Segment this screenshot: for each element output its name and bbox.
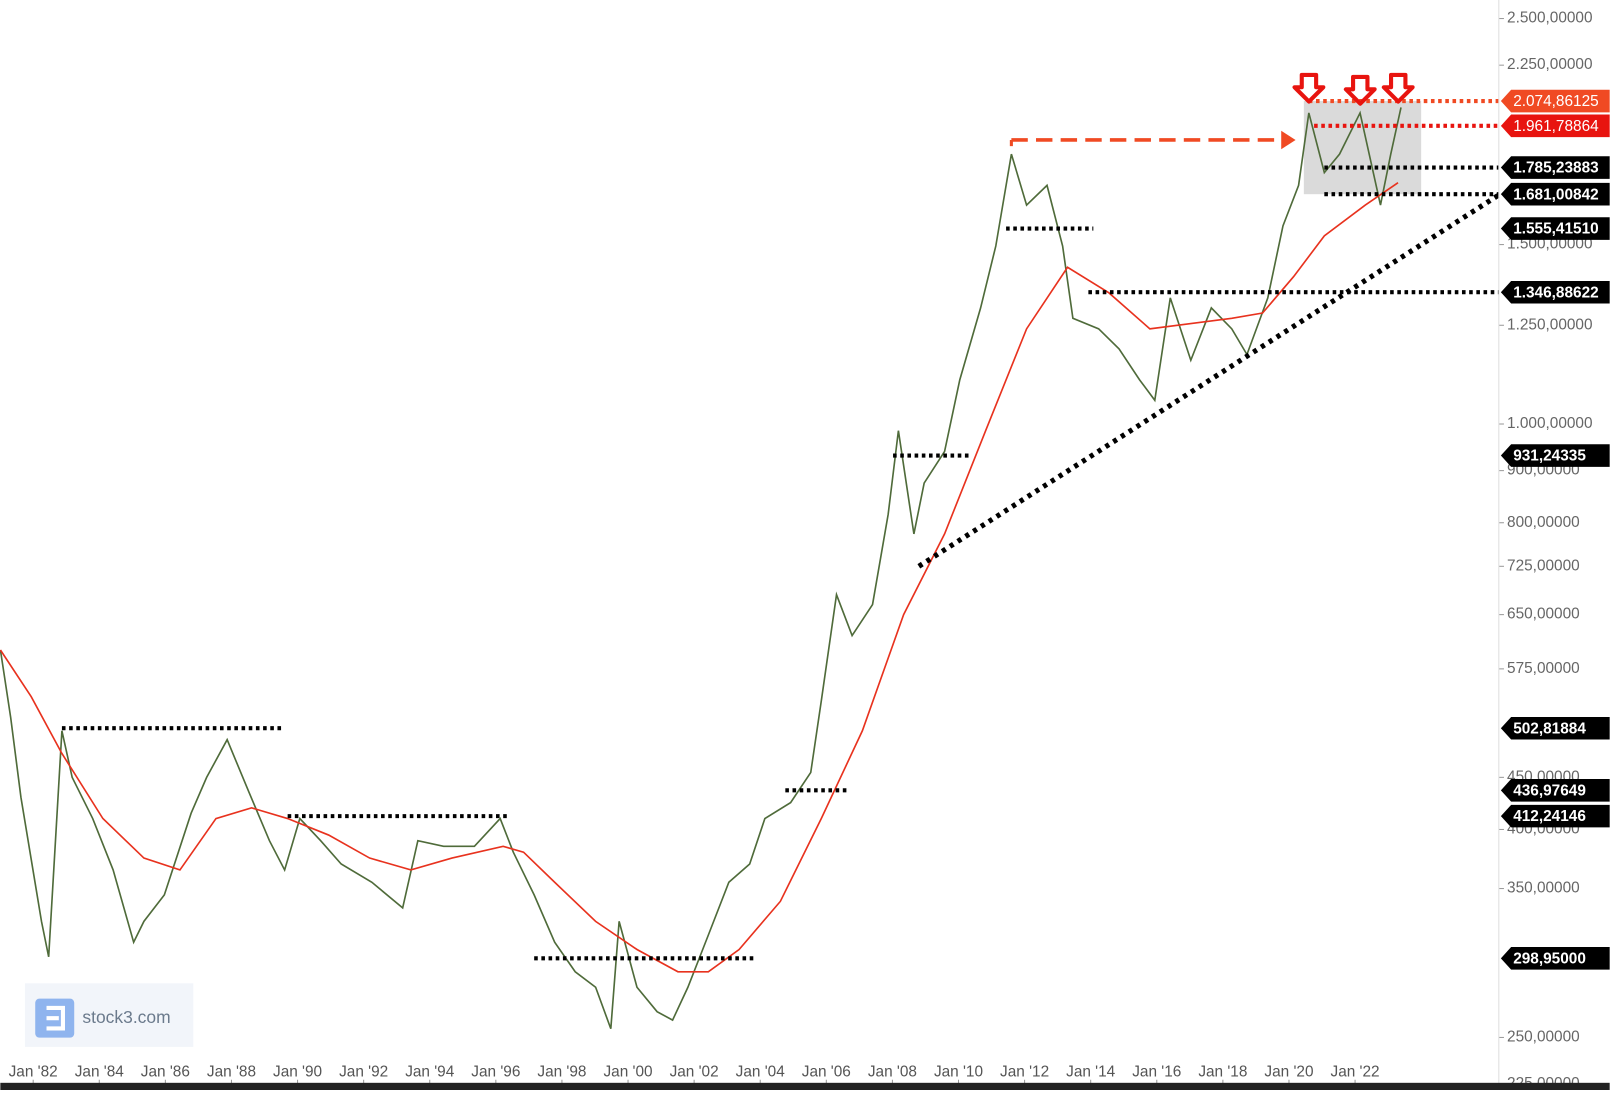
zone-layer [1303, 101, 1422, 195]
level-label: 436,97649 [1513, 782, 1586, 799]
x-tick-label: Jan '88 [207, 1064, 256, 1081]
x-tick-label: Jan '18 [1198, 1064, 1247, 1081]
y-tick-label: 350,00000 [1507, 880, 1580, 897]
y-tick-label: 1.000,00000 [1507, 415, 1593, 432]
level-label: 1.555,41510 [1513, 221, 1599, 238]
x-tick-label: Jan '94 [405, 1064, 455, 1081]
x-tick-label: Jan '96 [471, 1064, 520, 1081]
x-tick-label: Jan '82 [9, 1064, 58, 1081]
x-tick-label: Jan '08 [868, 1064, 917, 1081]
level-label: 1.785,23883 [1513, 160, 1599, 177]
y-tick-label: 650,00000 [1507, 606, 1580, 623]
level-tag [1500, 89, 1610, 113]
level-tag [1500, 217, 1610, 240]
level-tag [1500, 779, 1610, 802]
watermark-text: stock3.com [82, 1007, 170, 1027]
x-tick-label: Jan '84 [75, 1064, 125, 1081]
level-tag [1500, 947, 1610, 970]
series-layer [0, 107, 1501, 1030]
y-tick-label: 800,00000 [1507, 514, 1580, 531]
peak-marker [1381, 72, 1415, 104]
level-tag [1500, 804, 1610, 828]
level-label: 412,24146 [1513, 808, 1586, 825]
trendline [917, 192, 1501, 569]
level-label: 1.961,78864 [1513, 118, 1599, 135]
x-tick-label: Jan '00 [603, 1064, 652, 1081]
x-tick-label: Jan '10 [934, 1064, 983, 1081]
level-tag [1500, 182, 1610, 206]
x-tick-label: Jan '92 [339, 1064, 388, 1081]
x-tick-label: Jan '02 [670, 1064, 719, 1081]
peak-markers [1292, 72, 1415, 106]
y-tick-label: 725,00000 [1507, 557, 1580, 574]
x-tick-label: Jan '20 [1264, 1064, 1313, 1081]
y-tick-label: 2.500,00000 [1507, 10, 1593, 27]
level-label: 502,81884 [1513, 720, 1586, 737]
x-tick-label: Jan '14 [1066, 1064, 1116, 1081]
peak-marker [1292, 72, 1326, 104]
level-tag [1500, 114, 1610, 138]
x-tick-label: Jan '86 [141, 1064, 190, 1081]
level-tag [1500, 280, 1610, 304]
x-tick-label: Jan '12 [1000, 1064, 1049, 1081]
level-tag [1500, 716, 1610, 740]
x-tick-label: Jan '16 [1132, 1064, 1181, 1081]
price-line [0, 182, 1399, 973]
x-tick-label: Jan '90 [273, 1064, 322, 1081]
y-tick-label: 250,00000 [1507, 1029, 1580, 1046]
levels-layer: 2.074,86125 1.961,78864 1.785,23883 1.681,0… [61, 89, 1610, 970]
level-tag [1500, 444, 1610, 467]
y-tick-label: 575,00000 [1507, 660, 1580, 677]
bottom-bar [0, 1082, 1610, 1090]
x-tick-label: Jan '98 [537, 1064, 586, 1081]
level-label: 2.074,86125 [1513, 93, 1599, 110]
x-tick-label: Jan '04 [736, 1064, 786, 1081]
peak-marker [1343, 74, 1377, 106]
consolidation-zone [1303, 101, 1422, 195]
level-label: 1.681,00842 [1513, 186, 1599, 203]
watermark-box: stock3.com [24, 983, 194, 1047]
y-tick-label: 1.500,00000 [1507, 236, 1593, 253]
level-tag [1500, 156, 1610, 179]
x-tick-label: Jan '22 [1331, 1064, 1380, 1081]
arrow-head [1281, 130, 1296, 150]
watermark-logo-glyph [46, 1005, 65, 1031]
y-tick-label: 2.250,00000 [1507, 56, 1593, 73]
x-tick-label: Jan '06 [802, 1064, 851, 1081]
y-tick-label: 1.250,00000 [1507, 316, 1593, 333]
price-line [0, 107, 1402, 1030]
level-label: 1.346,88622 [1513, 284, 1599, 301]
level-label: 298,95000 [1513, 950, 1586, 967]
level-label: 931,24335 [1513, 448, 1586, 465]
